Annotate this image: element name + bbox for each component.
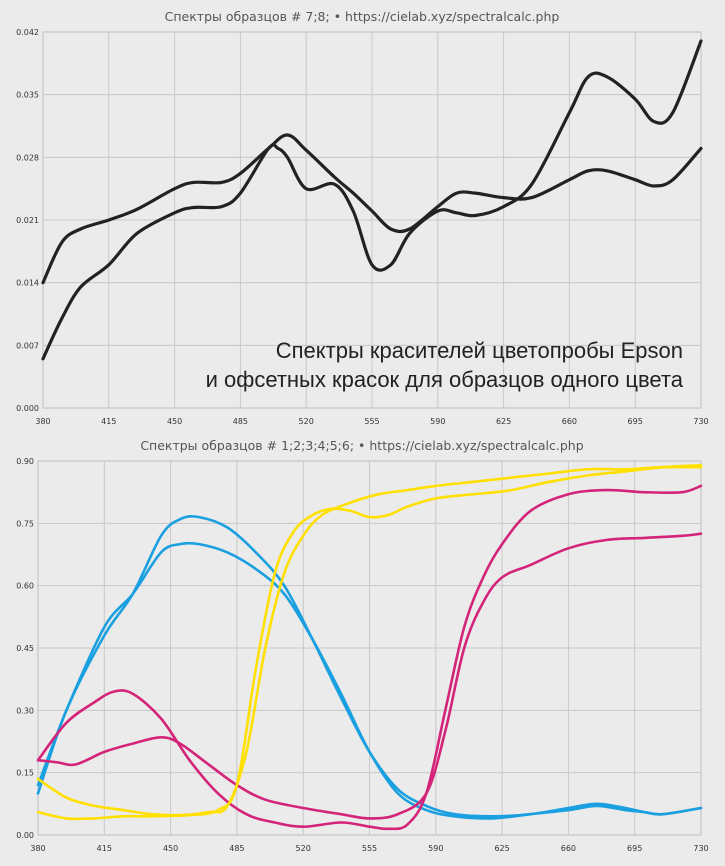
y-tick-label: 0.00 [16, 831, 34, 840]
x-tick-label: 730 [693, 417, 708, 426]
x-tick-label: 590 [430, 417, 445, 426]
annotation-line-1: Спектры красителей цветопробы Epson [276, 338, 683, 363]
y-tick-label: 0.000 [16, 404, 39, 413]
x-tick-label: 625 [496, 417, 511, 426]
x-tick-label: 555 [362, 844, 377, 853]
x-tick-label: 730 [693, 844, 708, 853]
x-tick-label: 660 [561, 844, 576, 853]
bottom-chart-title: Спектры образцов # 1;2;3;4;5;6; • https:… [140, 438, 583, 453]
y-tick-label: 0.042 [16, 28, 39, 37]
annotation-line-2: и офсетных красок для образцов одного цв… [206, 367, 684, 392]
series-line-2 [41, 133, 703, 285]
series-line-4 [36, 532, 703, 820]
series-line-1 [36, 515, 703, 818]
bottom-chart: Спектры образцов # 1;2;3;4;5;6; • https:… [16, 438, 708, 853]
x-tick-label: 415 [97, 844, 112, 853]
top-chart: Спектры образцов # 7;8; • https://cielab… [16, 9, 709, 426]
y-tick-label: 0.75 [16, 519, 34, 528]
series-line-2 [36, 541, 703, 820]
y-tick-label: 0.30 [16, 706, 34, 715]
x-tick-label: 450 [163, 844, 178, 853]
x-tick-label: 485 [229, 844, 244, 853]
y-tick-label: 0.014 [16, 279, 39, 288]
y-tick-label: 0.90 [16, 457, 34, 466]
y-tick-label: 0.60 [16, 582, 34, 591]
x-tick-label: 625 [494, 844, 509, 853]
y-tick-label: 0.007 [16, 341, 39, 350]
y-tick-label: 0.15 [16, 769, 34, 778]
y-tick-label: 0.028 [16, 153, 39, 162]
y-tick-label: 0.45 [16, 644, 34, 653]
x-tick-label: 380 [35, 417, 50, 426]
x-tick-label: 520 [299, 417, 314, 426]
x-tick-label: 695 [627, 844, 642, 853]
series-line-5 [36, 463, 703, 821]
x-tick-label: 485 [233, 417, 248, 426]
x-tick-label: 415 [101, 417, 116, 426]
y-tick-label: 0.035 [16, 91, 39, 100]
x-tick-label: 695 [628, 417, 643, 426]
x-tick-label: 450 [167, 417, 182, 426]
top-chart-title: Спектры образцов # 7;8; • https://cielab… [165, 9, 560, 24]
series-line-6 [36, 465, 703, 817]
series-line-3 [36, 484, 703, 831]
series-line-1 [41, 39, 703, 361]
x-tick-label: 590 [428, 844, 443, 853]
y-tick-label: 0.021 [16, 216, 39, 225]
x-tick-label: 520 [296, 844, 311, 853]
x-tick-label: 660 [562, 417, 577, 426]
x-tick-label: 555 [364, 417, 379, 426]
x-tick-label: 380 [30, 844, 45, 853]
